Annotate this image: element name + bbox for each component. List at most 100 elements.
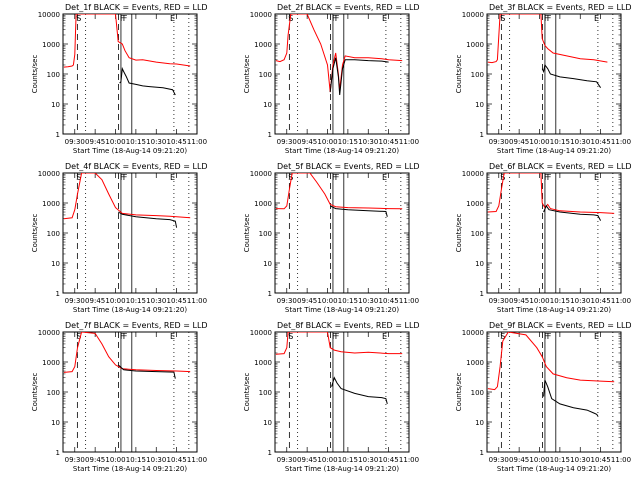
chart-6-xtick: 09:45 [509, 297, 529, 305]
chart-4-series-events [117, 211, 178, 228]
chart-2-marker-label: S [288, 14, 293, 23]
chart-5-series-lld [275, 173, 403, 210]
chart-2-ytick: 100 [259, 71, 272, 79]
chart-1-xtick: 10:15 [126, 138, 146, 146]
chart-9-xtick: 10:15 [550, 456, 570, 464]
chart-5-xtick: 09:30 [277, 297, 297, 305]
chart-9-ylabel: Counts/sec [455, 373, 463, 412]
chart-9-series-lld [487, 332, 615, 391]
chart-4-xtick: 09:30 [65, 297, 85, 305]
chart-2-xtick: 10:15 [338, 138, 358, 146]
chart-8-ytick: 10 [263, 419, 272, 427]
chart-6: Det_6f BLACK = Events, RED = LLD 1 10 100 10… [455, 162, 632, 314]
chart-9-xtick: 09:30 [489, 456, 509, 464]
chart-1-ytick: 1000 [42, 41, 60, 49]
chart-5-series-events [329, 205, 388, 217]
chart-5-marker-label: F [332, 173, 337, 182]
chart-5-ytick: 100 [259, 230, 272, 238]
chart-6-ylabel: Counts/sec [455, 214, 463, 253]
chart-7-ylabel: Counts/sec [31, 373, 39, 412]
chart-9-xlabel: Start Time (18-Aug-14 09:21:20) [497, 465, 611, 473]
chart-1-ytick: 100 [47, 71, 60, 79]
chart-7-xtick: 10:45 [167, 456, 187, 464]
chart-9-marker-label: E [594, 332, 599, 341]
chart-2-xtick: 09:30 [277, 138, 297, 146]
chart-2-ytick: 10000 [250, 11, 272, 19]
chart-2-xtick: 10:00 [317, 138, 337, 146]
chart-3-frame [486, 13, 622, 135]
chart-5-xtick: 10:30 [358, 297, 378, 305]
chart-4-xtick: 10:30 [146, 297, 166, 305]
chart-3-ytick: 10 [475, 101, 484, 109]
chart-6-ytick: 1 [480, 290, 484, 298]
chart-4: Det_4f BLACK = Events, RED = LLD 1 10 100 10… [31, 162, 208, 314]
chart-6-marker-label: E [594, 173, 599, 182]
chart-9-ytick: 10000 [462, 329, 484, 337]
chart-2-marker-label: E [382, 14, 387, 23]
chart-3-xtick: 10:15 [550, 138, 570, 146]
chart-7-marker-label: F [120, 332, 125, 341]
chart-7-title: Det_7f BLACK = Events, RED = LLD [65, 321, 208, 330]
chart-6-ytick: 10000 [462, 170, 484, 178]
chart-2-ytick: 1000 [254, 41, 272, 49]
chart-1-ylabel: Counts/sec [31, 55, 39, 94]
chart-6-xtick: 10:30 [570, 297, 590, 305]
chart-1-title: Det_1f BLACK = Events, RED = LLD [65, 3, 208, 12]
chart-5-marker-label: F [335, 173, 340, 182]
chart-3-xtick: 10:00 [529, 138, 549, 146]
chart-1-xlabel: Start Time (18-Aug-14 09:21:20) [73, 147, 187, 155]
chart-9-xtick: 09:45 [509, 456, 529, 464]
chart-2-title: Det_2f BLACK = Events, RED = LLD [277, 3, 420, 12]
chart-2-xtick: 10:45 [379, 138, 399, 146]
chart-6-title: Det_6f BLACK = Events, RED = LLD [489, 162, 632, 171]
chart-1-series-events [119, 66, 176, 96]
chart-8: Det_8f BLACK = Events, RED = LLD 1 10 100 10… [243, 321, 420, 473]
chart-1: Det_1f BLACK = Events, RED = LLD 1 10 100 10… [31, 3, 208, 155]
chart-9-marker-label: F [547, 332, 552, 341]
chart-8-ytick: 1 [268, 449, 272, 457]
chart-8-xtick: 11:00 [399, 456, 419, 464]
chart-7-xlabel: Start Time (18-Aug-14 09:21:20) [73, 465, 187, 473]
chart-4-xlabel: Start Time (18-Aug-14 09:21:20) [73, 306, 187, 314]
chart-1-ytick: 1 [56, 131, 60, 139]
chart-2-ylabel: Counts/sec [243, 55, 251, 94]
chart-3-ytick: 10000 [462, 11, 484, 19]
chart-5-xtick: 10:00 [317, 297, 337, 305]
chart-6-xtick: 10:00 [529, 297, 549, 305]
chart-1-marker-label: E [170, 14, 175, 23]
chart-5-xtick: 10:15 [338, 297, 358, 305]
chart-2: Det_2f BLACK = Events, RED = LLD 1 10 100 10… [243, 3, 420, 155]
chart-5: Det_5f BLACK = Events, RED = LLD 1 10 100 10… [243, 162, 420, 314]
chart-8-marker-label: F [335, 332, 340, 341]
chart-1-ytick: 10000 [38, 11, 60, 19]
chart-7-ytick: 1 [56, 449, 60, 457]
chart-9-ytick: 100 [471, 389, 484, 397]
chart-1-xtick: 09:45 [85, 138, 105, 146]
chart-1-series-lld [63, 14, 191, 68]
chart-9-marker-label: F [544, 332, 549, 341]
chart-6-series-events [543, 204, 602, 221]
chart-7-marker-label: F [123, 332, 128, 341]
chart-9-ytick: 1 [480, 449, 484, 457]
chart-6-marker-label: S [500, 173, 505, 182]
chart-6-xtick: 11:00 [611, 297, 631, 305]
chart-4-title: Det_4f BLACK = Events, RED = LLD [65, 162, 208, 171]
chart-4-xtick: 10:00 [105, 297, 125, 305]
chart-1-marker-label: F [123, 14, 128, 23]
chart-5-xlabel: Start Time (18-Aug-14 09:21:20) [285, 306, 399, 314]
chart-3-ytick: 100 [471, 71, 484, 79]
chart-2-marker-label: F [332, 14, 337, 23]
chart-3-ytick: 1000 [466, 41, 484, 49]
chart-8-ytick: 1000 [254, 359, 272, 367]
chart-8-xtick: 10:00 [317, 456, 337, 464]
chart-8-ytick: 10000 [250, 329, 272, 337]
chart-8-series-events [331, 376, 388, 405]
chart-9-ytick: 1000 [466, 359, 484, 367]
chart-7: Det_7f BLACK = Events, RED = LLD 1 10 100 10… [31, 321, 208, 473]
chart-5-ytick: 1000 [254, 200, 272, 208]
chart-3-xtick: 10:30 [570, 138, 590, 146]
chart-5-title: Det_5f BLACK = Events, RED = LLD [277, 162, 420, 171]
chart-9-xtick: 10:00 [529, 456, 549, 464]
chart-7-ytick: 10 [51, 419, 60, 427]
chart-7-ytick: 100 [47, 389, 60, 397]
